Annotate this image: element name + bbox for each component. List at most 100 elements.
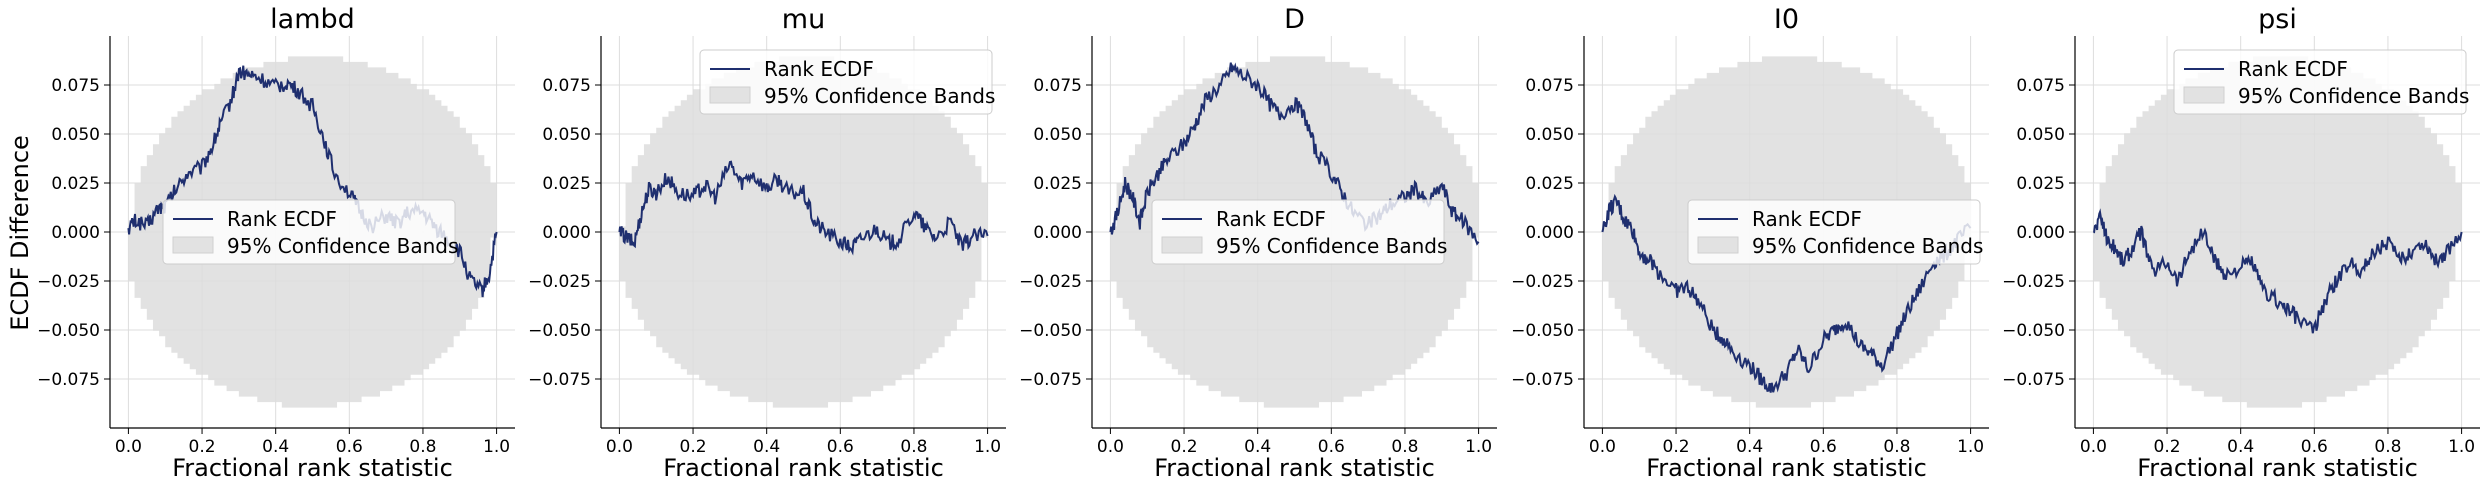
legend-band-swatch: [1161, 236, 1203, 254]
x-tick-label: 0.8: [900, 437, 927, 457]
x-tick-label: 0.4: [2227, 437, 2254, 457]
x-tick-label: 0.6: [1318, 437, 1345, 457]
x-tick-label: 1.0: [1465, 437, 1492, 457]
legend-label-confidence-bands: 95% Confidence Bands: [1216, 234, 1447, 258]
panel-title: psi: [2258, 4, 2297, 35]
legend-label-confidence-bands: 95% Confidence Bands: [2238, 84, 2469, 108]
y-tick-label: 0.000: [1525, 223, 1574, 243]
x-tick-label: 0.0: [606, 437, 633, 457]
panel-I0: 0.0 0.2 0.4 0.6 0.8 1.0 0.075 0.050 0.025 0.000 −0…: [1511, 4, 1989, 482]
y-tick-label: 0.075: [2016, 76, 2065, 96]
x-tick-label: 0.8: [2374, 437, 2401, 457]
y-tick-label: 0.050: [51, 125, 100, 145]
legend-label-rank-ecdf: Rank ECDF: [2238, 57, 2348, 81]
legend: Rank ECDF 95% Confidence Bands: [2173, 49, 2469, 115]
x-tick-label: 0.8: [1883, 437, 1910, 457]
legend-label-confidence-bands: 95% Confidence Bands: [1752, 234, 1983, 258]
x-tick-label: 0.4: [1736, 437, 1763, 457]
x-tick-label: 0.4: [753, 437, 780, 457]
rank-ecdf-line: [2093, 208, 2463, 334]
x-tick-label: 1.0: [974, 437, 1001, 457]
panel-lambd: 0.0 0.2 0.4 0.6 0.8 1.0 0.075 0.050 0.025 0.000 −0…: [37, 4, 515, 482]
y-tick-label: −0.025: [528, 272, 591, 292]
legend-label-confidence-bands: 95% Confidence Bands: [227, 234, 458, 258]
y-tick-label: −0.075: [528, 370, 591, 390]
legend-band-swatch: [172, 236, 214, 254]
y-tick-label: 0.075: [542, 76, 591, 96]
rank-ecdf-line: [1109, 62, 1480, 246]
y-tick-label: −0.050: [2002, 321, 2065, 341]
y-tick-label: −0.050: [1511, 321, 1574, 341]
legend-box: [2173, 49, 2467, 115]
legend-band-swatch: [1697, 236, 1739, 254]
panel-title: I0: [1774, 4, 1799, 35]
legend-label-rank-ecdf: Rank ECDF: [227, 207, 337, 231]
x-tick-label: 0.6: [827, 437, 854, 457]
x-tick-label: 0.6: [2301, 437, 2328, 457]
panel-mu: 0.0 0.2 0.4 0.6 0.8 1.0 0.075 0.050 0.025 0.000 −0…: [528, 4, 1006, 482]
y-tick-label: 0.025: [1033, 174, 1082, 194]
y-tick-label: 0.050: [1525, 125, 1574, 145]
legend-box: [162, 199, 456, 265]
x-axis-title: Fractional rank statistic: [2137, 454, 2418, 482]
y-tick-label: 0.000: [51, 223, 100, 243]
y-tick-label: 0.050: [2016, 125, 2065, 145]
x-tick-label: 0.0: [1097, 437, 1124, 457]
x-tick-label: 0.2: [680, 437, 707, 457]
y-tick-label: −0.050: [1019, 321, 1082, 341]
figure-ylabel: ECDF Difference: [6, 135, 34, 331]
legend: Rank ECDF 95% Confidence Bands: [162, 199, 458, 265]
panel-title: lambd: [270, 4, 355, 35]
legend: Rank ECDF 95% Confidence Bands: [1687, 199, 1983, 265]
panel-D: 0.0 0.2 0.4 0.6 0.8 1.0 0.075 0.050 0.025 0.000 −0…: [1019, 4, 1497, 482]
rank-ecdf-line: [1601, 193, 1972, 393]
panel-title: D: [1284, 4, 1305, 35]
y-tick-label: 0.025: [542, 174, 591, 194]
y-tick-label: 0.075: [1033, 76, 1082, 96]
y-tick-label: −0.075: [2002, 370, 2065, 390]
panel-title: mu: [782, 4, 825, 35]
legend-band-swatch: [709, 86, 751, 104]
x-tick-label: 1.0: [1957, 437, 1984, 457]
legend-band-swatch: [2183, 86, 2225, 104]
y-tick-label: 0.025: [51, 174, 100, 194]
rank-ecdf-line: [618, 160, 989, 256]
legend: Rank ECDF 95% Confidence Bands: [1151, 199, 1447, 265]
x-axis-title: Fractional rank statistic: [1646, 454, 1927, 482]
x-tick-label: 0.0: [2080, 437, 2107, 457]
y-tick-label: −0.025: [1019, 272, 1082, 292]
y-tick-label: 0.025: [2016, 174, 2065, 194]
x-tick-label: 0.0: [1589, 437, 1616, 457]
legend-label-rank-ecdf: Rank ECDF: [1216, 207, 1326, 231]
y-tick-label: 0.075: [1525, 76, 1574, 96]
y-tick-label: 0.075: [51, 76, 100, 96]
y-tick-label: 0.050: [1033, 125, 1082, 145]
x-tick-label: 0.6: [1810, 437, 1837, 457]
x-tick-label: 0.8: [1391, 437, 1418, 457]
y-tick-label: 0.050: [542, 125, 591, 145]
legend: Rank ECDF 95% Confidence Bands: [699, 49, 995, 115]
legend-box: [1151, 199, 1445, 265]
y-tick-label: 0.025: [1525, 174, 1574, 194]
x-tick-label: 0.0: [115, 437, 142, 457]
y-tick-label: −0.025: [37, 272, 100, 292]
y-tick-label: −0.025: [2002, 272, 2065, 292]
x-tick-label: 0.2: [189, 437, 216, 457]
y-tick-label: −0.050: [528, 321, 591, 341]
legend-label-confidence-bands: 95% Confidence Bands: [764, 84, 995, 108]
x-tick-label: 0.4: [262, 437, 289, 457]
y-tick-label: −0.075: [37, 370, 100, 390]
x-tick-label: 1.0: [2448, 437, 2475, 457]
x-tick-label: 0.2: [1663, 437, 1690, 457]
y-tick-label: −0.075: [1511, 370, 1574, 390]
y-tick-label: −0.025: [1511, 272, 1574, 292]
y-tick-label: 0.000: [2016, 223, 2065, 243]
x-tick-label: 0.2: [2154, 437, 2181, 457]
legend-box: [1687, 199, 1981, 265]
x-axis-title: Fractional rank statistic: [172, 454, 453, 482]
y-tick-label: 0.000: [542, 223, 591, 243]
x-tick-label: 0.8: [409, 437, 436, 457]
legend-box: [699, 49, 993, 115]
x-tick-label: 1.0: [483, 437, 510, 457]
